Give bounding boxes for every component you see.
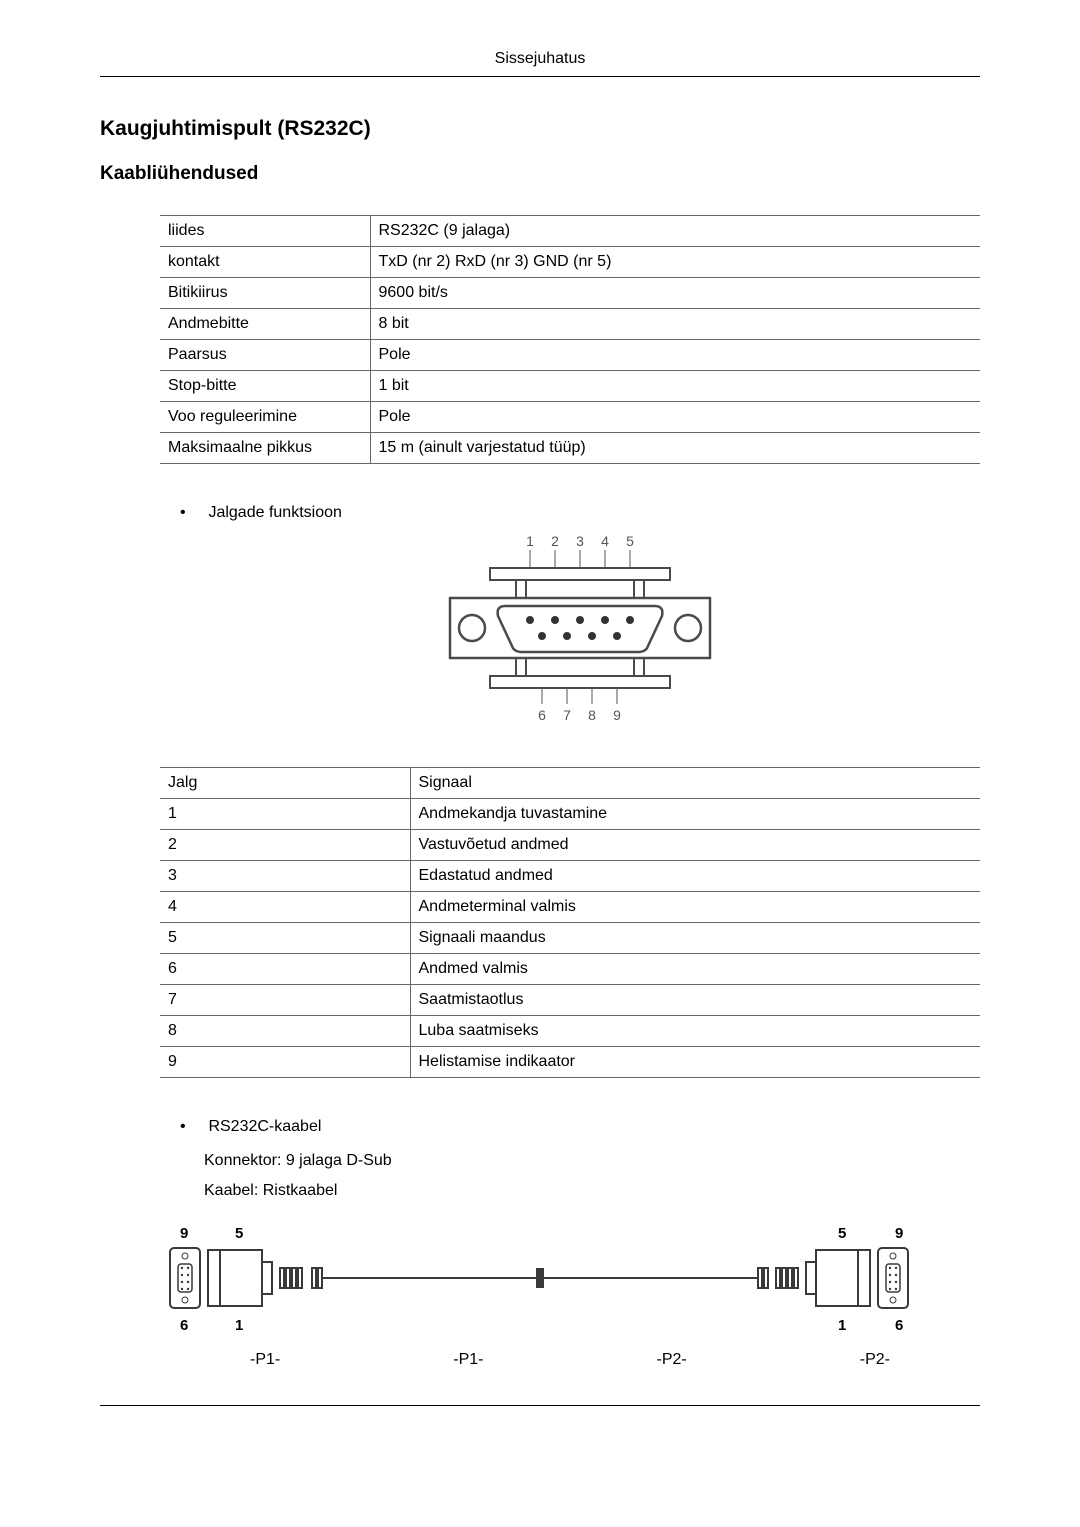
spec-label: Bitikiirus (160, 278, 370, 309)
table-row: Maksimaalne pikkus15 m (ainult varjestat… (160, 433, 980, 464)
spec-value: 9600 bit/s (370, 278, 980, 309)
table-row: JalgSignaal (160, 768, 980, 799)
cable-bullet-line: • RS232C-kaabel (160, 1118, 980, 1136)
pin-number: 9 (160, 1047, 410, 1078)
spec-value: 1 bit (370, 371, 980, 402)
pin-bullet-text: Jalgade funktsioon (208, 504, 341, 521)
spec-value: RS232C (9 jalaga) (370, 216, 980, 247)
spec-value: 8 bit (370, 309, 980, 340)
pin-number: 1 (160, 799, 410, 830)
table-row: 5Signaali maandus (160, 923, 980, 954)
main-title: Kaugjuhtimispult (RS232C) (100, 117, 980, 141)
spec-value: TxD (nr 2) RxD (nr 3) GND (nr 5) (370, 247, 980, 278)
cable-labels: -P1- -P1- -P2- -P2- (190, 1345, 950, 1369)
table-row: 4Andmeterminal valmis (160, 892, 980, 923)
spec-table-wrap: liidesRS232C (9 jalaga)kontaktTxD (nr 2)… (100, 215, 980, 464)
svg-text:1: 1 (838, 1317, 846, 1334)
svg-text:5: 5 (838, 1225, 846, 1242)
db9-connector-icon: 1 2 3 4 5 6 7 8 9 (420, 532, 720, 732)
spec-label: liides (160, 216, 370, 247)
cable-label: -P2- (860, 1351, 890, 1369)
signal-header: Signaal (410, 768, 980, 799)
footer-rule (100, 1405, 980, 1406)
table-row: 6Andmed valmis (160, 954, 980, 985)
table-row: 2Vastuvõetud andmed (160, 830, 980, 861)
pin-signal: Saatmistaotlus (410, 985, 980, 1016)
table-row: 1Andmekandja tuvastamine (160, 799, 980, 830)
spec-table: liidesRS232C (9 jalaga)kontaktTxD (nr 2)… (160, 215, 980, 464)
table-row: 9Helistamise indikaator (160, 1047, 980, 1078)
spec-label: Paarsus (160, 340, 370, 371)
table-row: 7Saatmistaotlus (160, 985, 980, 1016)
table-row: Bitikiirus9600 bit/s (160, 278, 980, 309)
svg-text:9: 9 (180, 1225, 188, 1242)
svg-text:2: 2 (551, 533, 559, 549)
table-row: Voo reguleeriminePole (160, 402, 980, 433)
svg-text:1: 1 (235, 1317, 243, 1334)
pin-signal: Andmeterminal valmis (410, 892, 980, 923)
spec-label: Andmebitte (160, 309, 370, 340)
bullet-icon: • (180, 504, 204, 522)
svg-text:3: 3 (576, 533, 584, 549)
svg-text:9: 9 (895, 1225, 903, 1242)
table-row: PaarsusPole (160, 340, 980, 371)
spec-value: 15 m (ainult varjestatud tüüp) (370, 433, 980, 464)
pin-signal: Vastuvõetud andmed (410, 830, 980, 861)
cable-label: -P2- (657, 1351, 687, 1369)
pin-section: • Jalgade funktsioon 123456789 JalgSigna… (100, 504, 980, 1369)
pin-number: 2 (160, 830, 410, 861)
spec-label: Stop-bitte (160, 371, 370, 402)
page-header: Sissejuhatus (100, 50, 980, 77)
spec-value: Pole (370, 340, 980, 371)
table-row: liidesRS232C (9 jalaga) (160, 216, 980, 247)
spec-label: Voo reguleerimine (160, 402, 370, 433)
spec-value: Pole (370, 402, 980, 433)
svg-text:6: 6 (538, 707, 546, 723)
pin-signal: Andmed valmis (410, 954, 980, 985)
svg-text:9: 9 (613, 707, 621, 723)
pin-signal: Helistamise indikaator (410, 1047, 980, 1078)
table-row: kontaktTxD (nr 2) RxD (nr 3) GND (nr 5) (160, 247, 980, 278)
pin-bullet-line: • Jalgade funktsioon (160, 504, 980, 522)
cable-label: -P1- (250, 1351, 280, 1369)
pin-number: 6 (160, 954, 410, 985)
pin-number: 4 (160, 892, 410, 923)
cable-bullet-text: RS232C-kaabel (208, 1118, 321, 1135)
pin-number: 3 (160, 861, 410, 892)
spec-label: kontakt (160, 247, 370, 278)
cable-diagram: 9 5 5 9 6 1 1 6 -P1- -P1- -P2- -P2- (160, 1220, 980, 1369)
pin-signal: Luba saatmiseks (410, 1016, 980, 1047)
cable-line2: Kaabel: Ristkaabel (160, 1182, 980, 1200)
svg-text:7: 7 (563, 707, 571, 723)
pin-signal: Signaali maandus (410, 923, 980, 954)
table-row: Andmebitte8 bit (160, 309, 980, 340)
table-row: Stop-bitte1 bit (160, 371, 980, 402)
svg-text:6: 6 (895, 1317, 903, 1334)
cable-line1: Konnektor: 9 jalaga D-Sub (160, 1152, 980, 1170)
pin-signal: Andmekandja tuvastamine (410, 799, 980, 830)
pin-number: 5 (160, 923, 410, 954)
bullet-icon: • (180, 1118, 204, 1136)
svg-text:5: 5 (235, 1225, 243, 1242)
table-row: 8Luba saatmiseks (160, 1016, 980, 1047)
spec-label: Maksimaalne pikkus (160, 433, 370, 464)
pin-header: Jalg (160, 768, 410, 799)
cable-diagram-icon: 9 5 5 9 6 1 1 6 (160, 1220, 920, 1340)
cable-label: -P1- (453, 1351, 483, 1369)
svg-text:1: 1 (526, 533, 534, 549)
pin-signal: Edastatud andmed (410, 861, 980, 892)
svg-text:4: 4 (601, 533, 609, 549)
svg-text:6: 6 (180, 1317, 188, 1334)
table-row: 3Edastatud andmed (160, 861, 980, 892)
pin-number: 8 (160, 1016, 410, 1047)
pin-table: JalgSignaal1Andmekandja tuvastamine2Vast… (160, 767, 980, 1078)
svg-text:8: 8 (588, 707, 596, 723)
svg-text:5: 5 (626, 533, 634, 549)
db9-diagram: 1 2 3 4 5 6 7 8 9 (160, 532, 980, 737)
pin-number: 7 (160, 985, 410, 1016)
header-text: Sissejuhatus (495, 50, 586, 67)
sub-title: Kaabliühendused (100, 163, 980, 185)
